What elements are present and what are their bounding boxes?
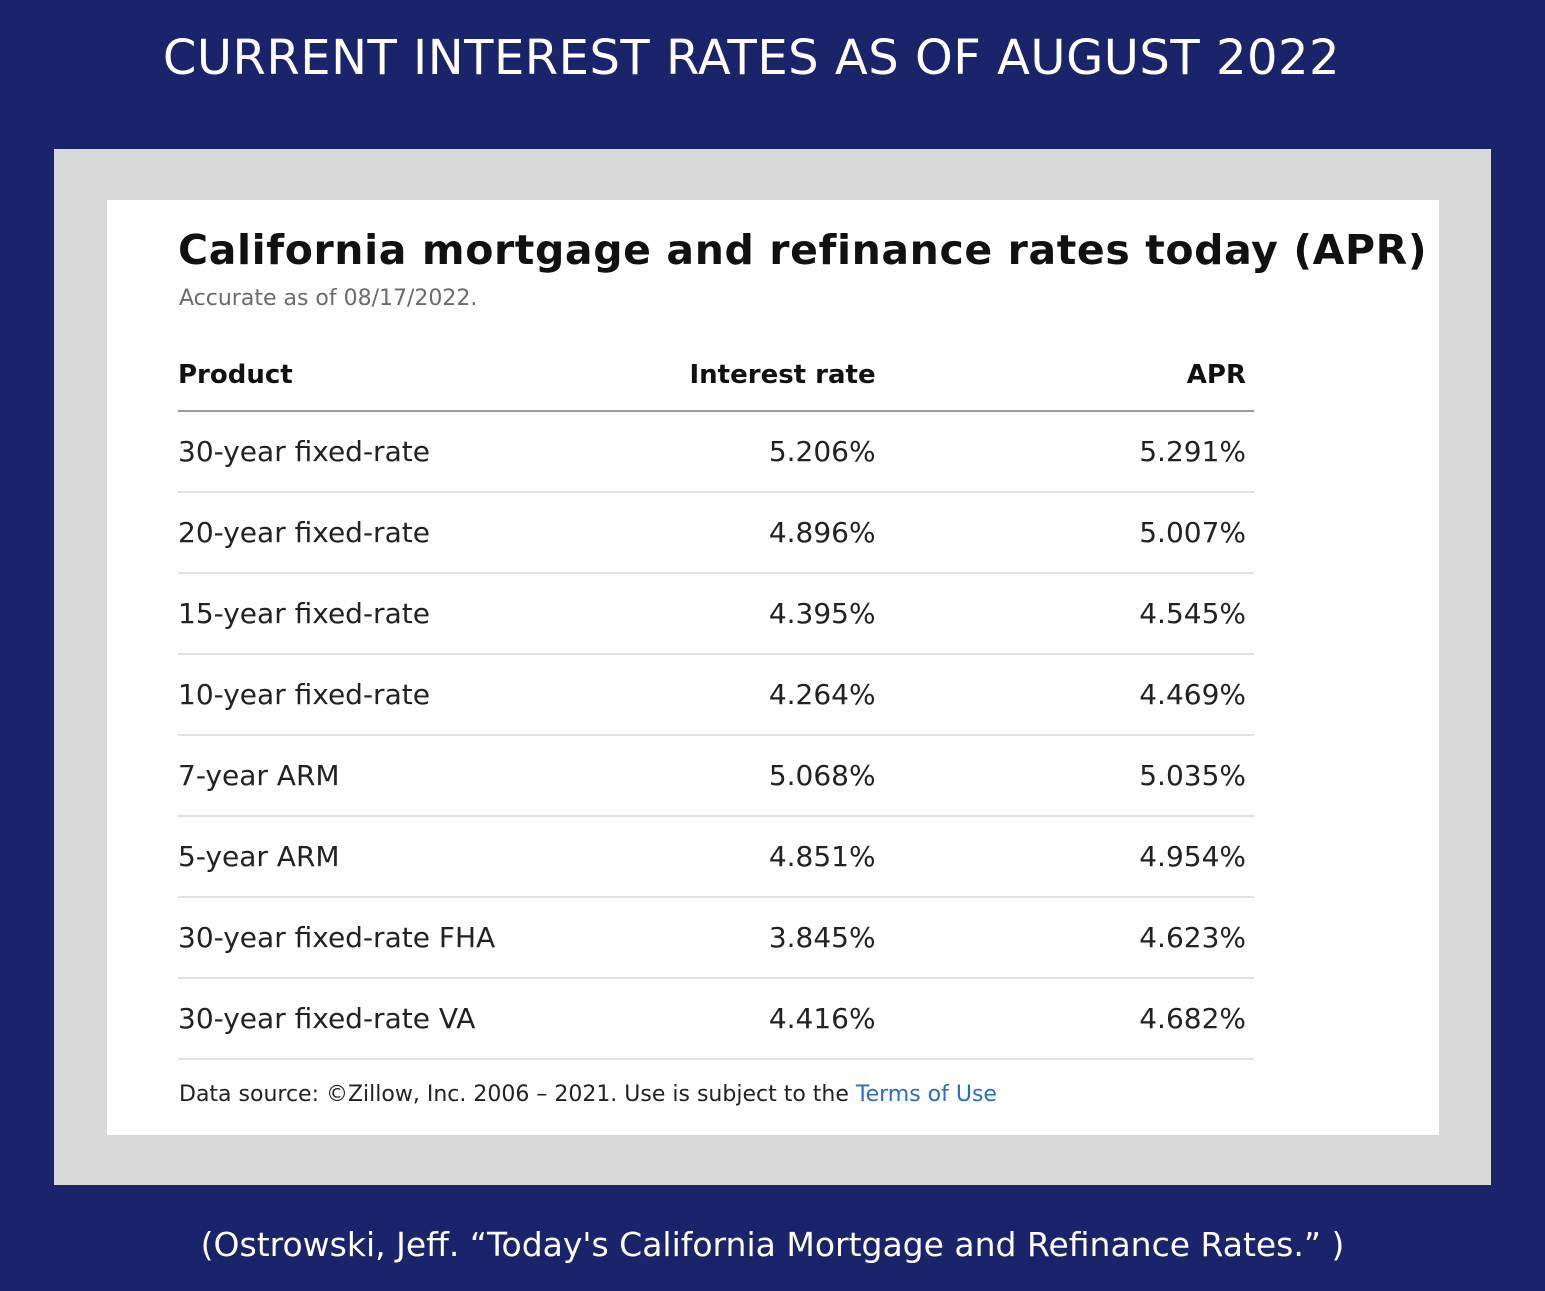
interest-rate-cell: 4.264% [655, 654, 876, 736]
table-row: 10-year fixed-rate 4.264% 4.469% [178, 654, 1254, 736]
table-row: 30-year fixed-rate VA 4.416% 4.682% [178, 978, 1254, 1060]
interest-rate-cell: 4.395% [655, 573, 876, 655]
table-row: 15-year fixed-rate 4.395% 4.545% [178, 573, 1254, 655]
table-row: 7-year ARM 5.068% 5.035% [178, 735, 1254, 817]
product-cell: 5-year ARM [178, 816, 656, 898]
interest-rate-cell: 3.845% [655, 897, 876, 979]
table-row: 30-year fixed-rate FHA 3.845% 4.623% [178, 897, 1254, 979]
apr-cell: 5.035% [875, 735, 1254, 817]
apr-cell: 5.291% [875, 411, 1254, 493]
product-cell: 10-year fixed-rate [178, 654, 656, 736]
interest-rate-cell: 4.851% [655, 816, 876, 898]
table-header-row: Product Interest rate APR [178, 340, 1254, 412]
product-cell: 30-year fixed-rate [178, 411, 656, 493]
accuracy-date: Accurate as of 08/17/2022. [179, 286, 478, 311]
apr-cell: 4.954% [875, 816, 1254, 898]
header-apr: APR [875, 340, 1254, 412]
product-cell: 30-year fixed-rate FHA [178, 897, 656, 979]
product-cell: 30-year fixed-rate VA [178, 978, 656, 1060]
header-interest-rate: Interest rate [655, 340, 876, 412]
interest-rate-cell: 4.416% [655, 978, 876, 1060]
rates-card: California mortgage and refinance rates … [107, 200, 1439, 1135]
card-title: California mortgage and refinance rates … [178, 226, 1428, 274]
header-product: Product [178, 340, 656, 412]
screenshot-frame: California mortgage and refinance rates … [54, 149, 1491, 1185]
citation: (Ostrowski, Jeff. “Today's California Mo… [200, 1225, 1345, 1264]
table-row: 30-year fixed-rate 5.206% 5.291% [178, 411, 1254, 493]
apr-cell: 5.007% [875, 492, 1254, 574]
data-source-text: Data source: ©Zillow, Inc. 2006 – 2021. … [179, 1082, 856, 1107]
apr-cell: 4.469% [875, 654, 1254, 736]
apr-cell: 4.545% [875, 573, 1254, 655]
table-row: 20-year fixed-rate 4.896% 5.007% [178, 492, 1254, 574]
product-cell: 15-year fixed-rate [178, 573, 656, 655]
rates-table: Product Interest rate APR 30-year fixed-… [178, 340, 1254, 1060]
table-row: 5-year ARM 4.851% 4.954% [178, 816, 1254, 898]
apr-cell: 4.623% [875, 897, 1254, 979]
page-heading: CURRENT INTEREST RATES AS OF AUGUST 2022 [162, 30, 1341, 86]
interest-rate-cell: 5.206% [655, 411, 876, 493]
data-source-note: Data source: ©Zillow, Inc. 2006 – 2021. … [179, 1080, 997, 1110]
apr-cell: 4.682% [875, 978, 1254, 1060]
interest-rate-cell: 4.896% [655, 492, 876, 574]
interest-rate-cell: 5.068% [655, 735, 876, 817]
product-cell: 20-year fixed-rate [178, 492, 656, 574]
product-cell: 7-year ARM [178, 735, 656, 817]
terms-of-use-link[interactable]: Terms of Use [855, 1082, 997, 1107]
